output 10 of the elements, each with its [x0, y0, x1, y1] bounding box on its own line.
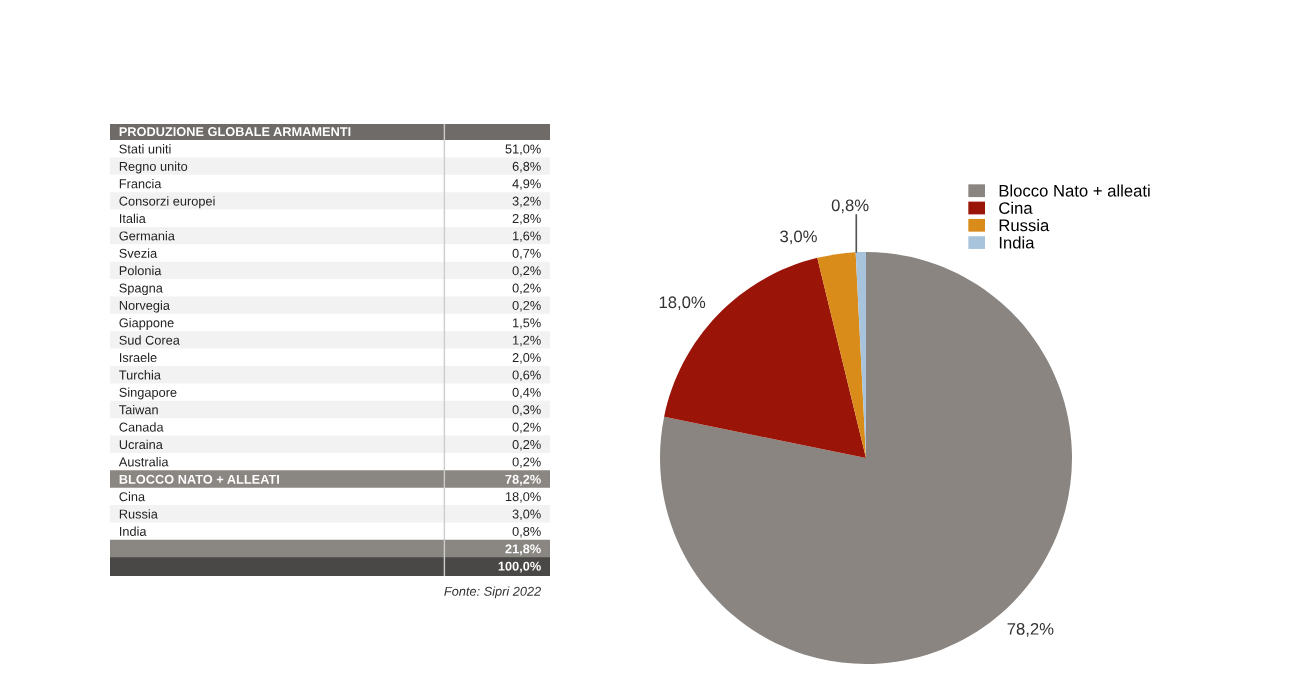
- legend-label: Blocco Nato + alleati: [999, 184, 1150, 197]
- data-label: 3,0%: [780, 230, 817, 245]
- legend-label: Cina: [999, 201, 1033, 214]
- pie-slice: [817, 252, 866, 458]
- data-label: 18,0%: [659, 296, 706, 311]
- legend-label: Russia: [999, 219, 1050, 232]
- pie-slice: [660, 252, 1072, 664]
- data-label: 0,8%: [831, 199, 869, 214]
- legend-label: India: [999, 236, 1035, 249]
- data-label: 78,2%: [1007, 622, 1054, 637]
